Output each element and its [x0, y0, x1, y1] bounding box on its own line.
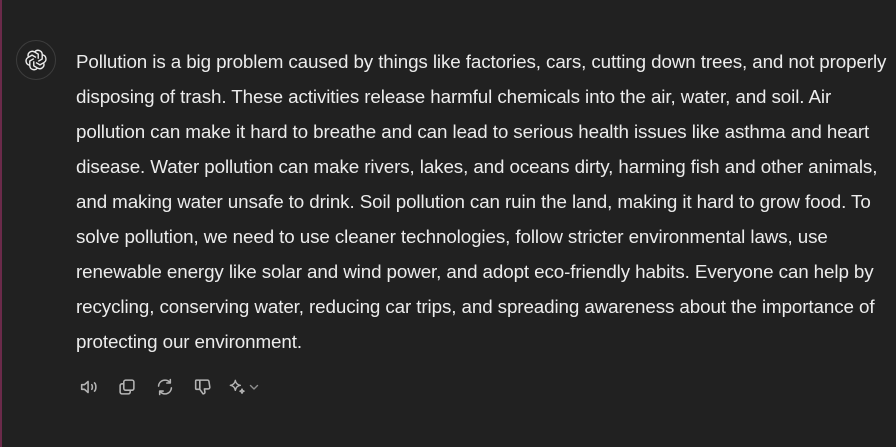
window-edge — [0, 0, 2, 447]
sparkle-icon — [229, 379, 245, 394]
copy-icon — [119, 379, 135, 395]
read-aloud-button[interactable] — [70, 372, 108, 402]
speaker-icon — [80, 380, 97, 394]
message-actions — [70, 372, 264, 402]
assistant-avatar — [16, 40, 56, 80]
regenerate-button[interactable] — [146, 372, 184, 402]
switch-model-button[interactable] — [222, 372, 264, 402]
copy-button[interactable] — [108, 372, 146, 402]
chevron-down-icon — [249, 384, 258, 390]
bad-response-button[interactable] — [184, 372, 222, 402]
openai-logo-icon — [25, 49, 47, 71]
refresh-icon — [157, 378, 173, 396]
assistant-message: Pollution is a big problem caused by thi… — [76, 51, 887, 352]
thumbs-down-icon — [194, 379, 211, 395]
